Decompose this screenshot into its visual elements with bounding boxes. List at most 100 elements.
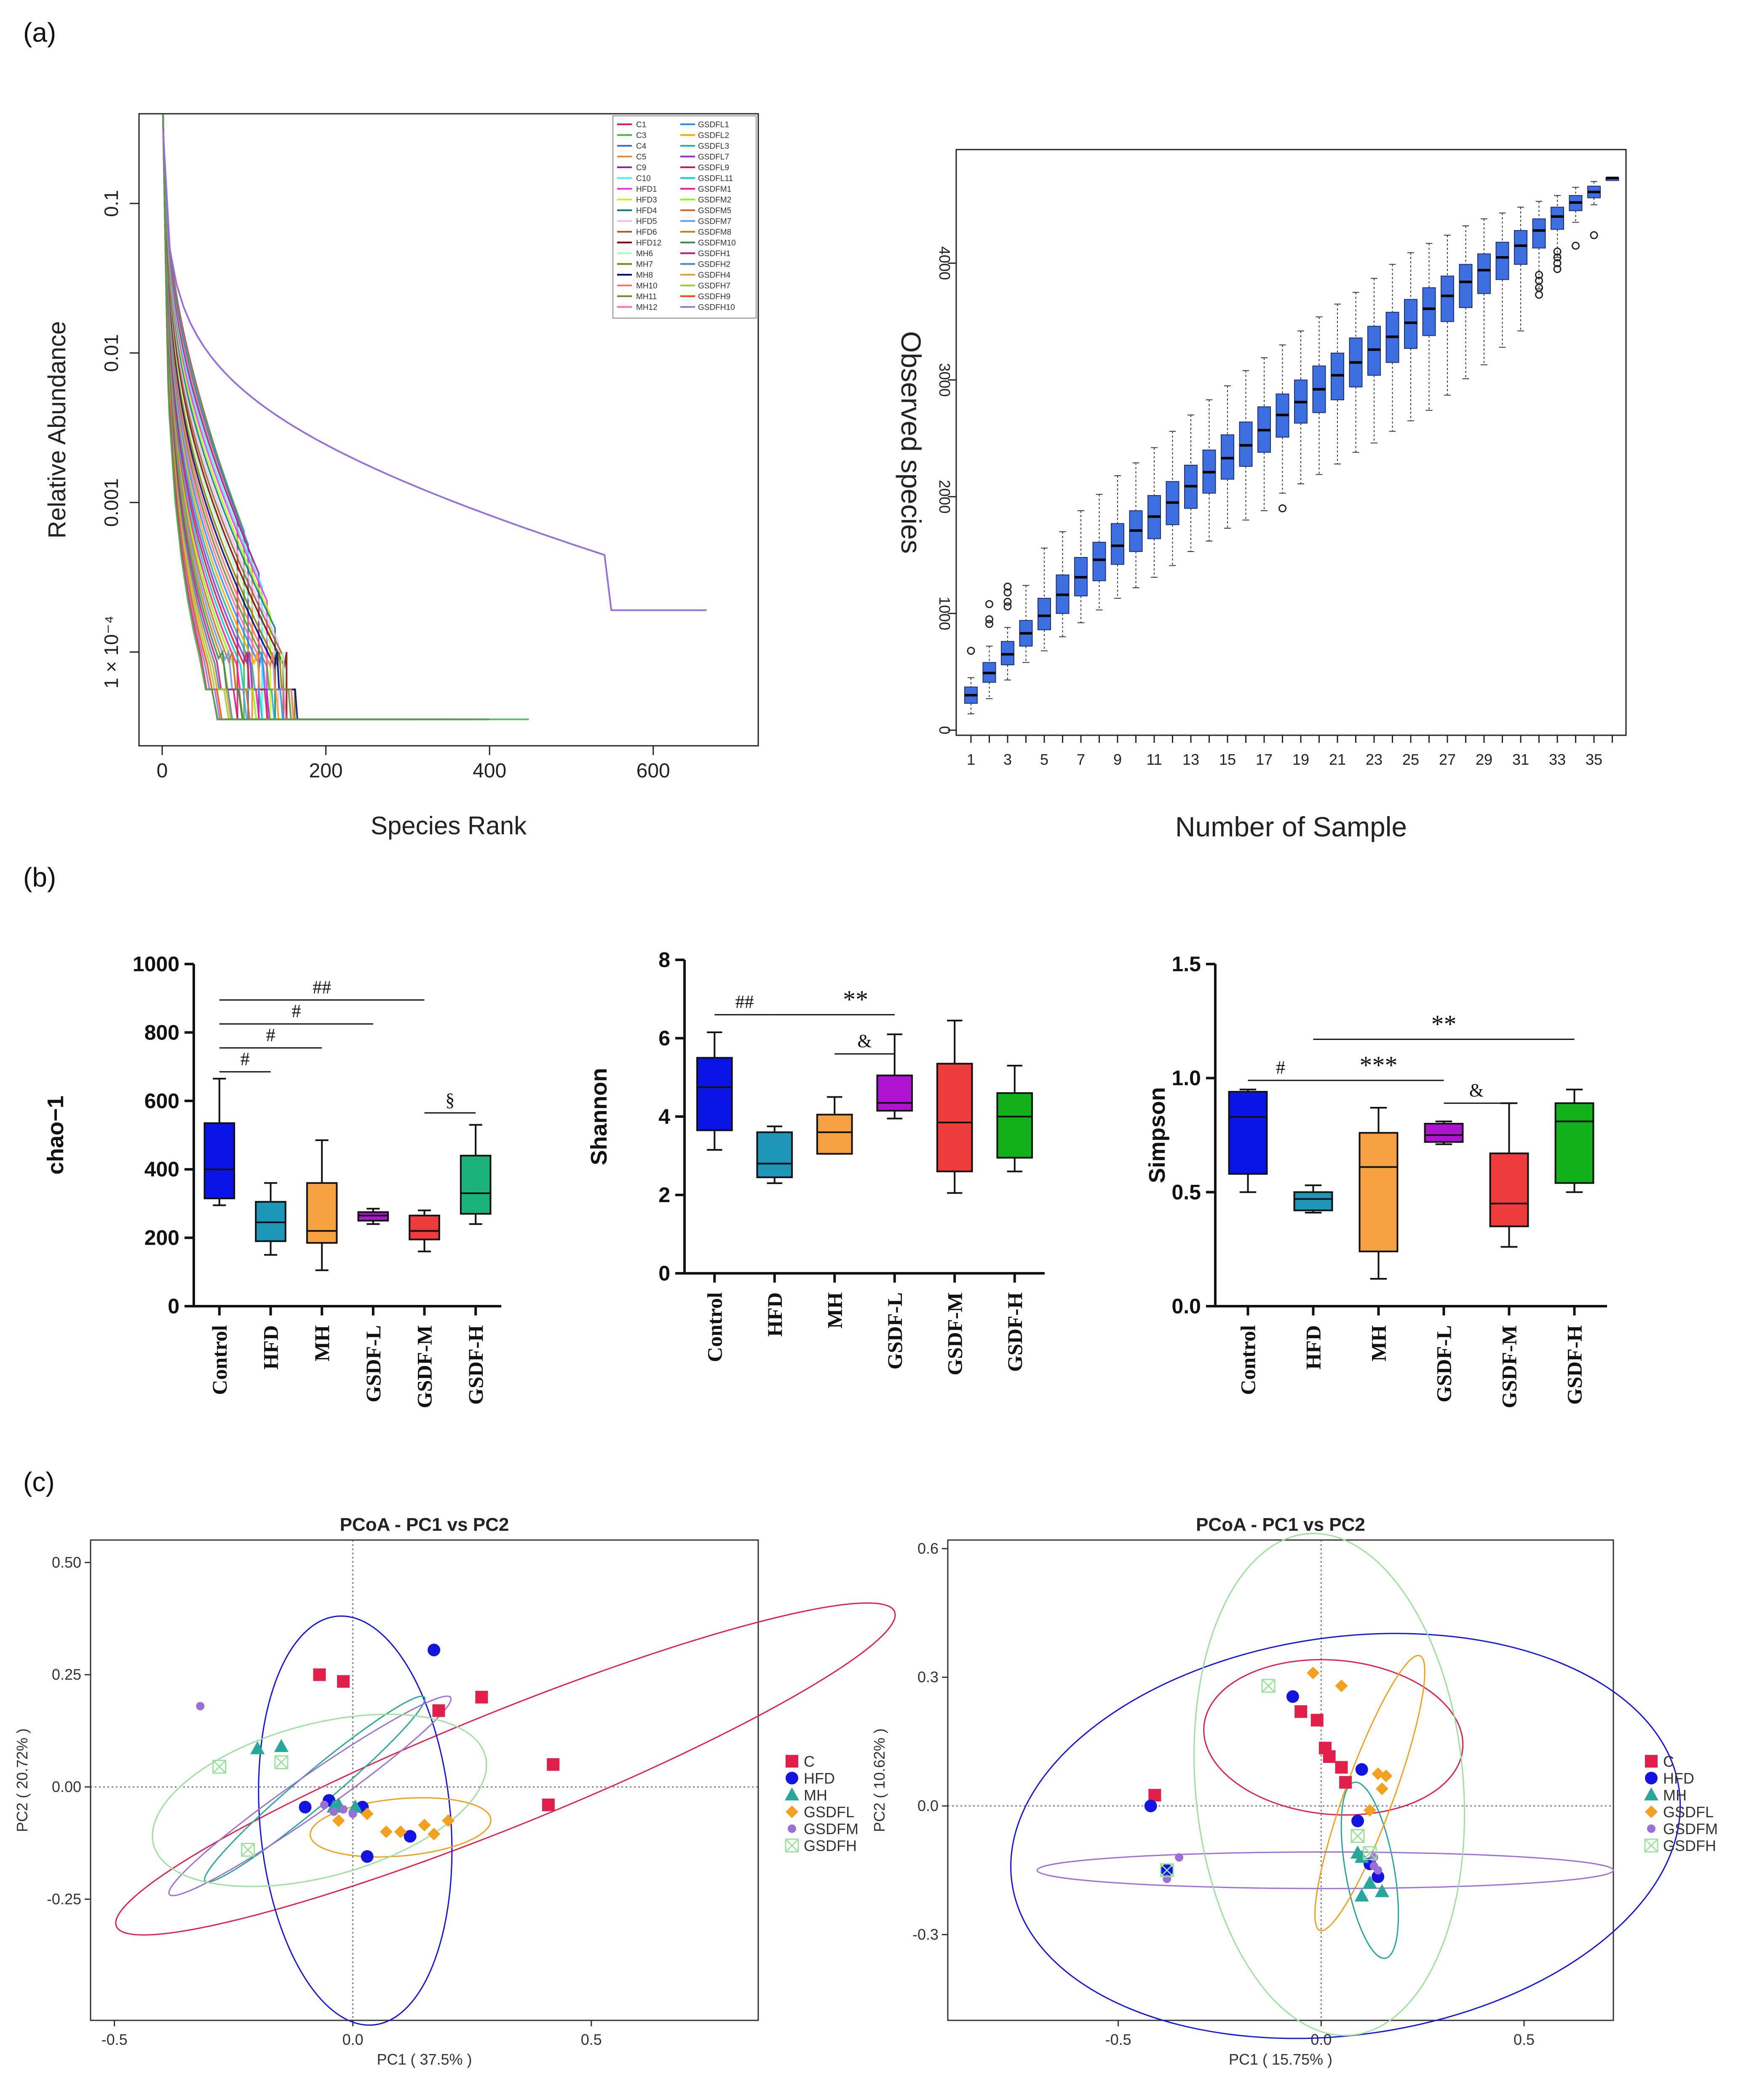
box-GSDF-L xyxy=(1424,1122,1464,1143)
observed-box-29 xyxy=(1477,253,1491,294)
y-tick-label: 1 × 10⁻⁴ xyxy=(100,616,122,688)
marker-boxx xyxy=(241,1843,255,1857)
x-tick-label: 3 xyxy=(1003,751,1012,768)
marker-square xyxy=(432,1704,445,1717)
y-axis-label: Simpson xyxy=(1145,1087,1170,1183)
x-tick-label: 19 xyxy=(1292,751,1309,768)
x-tick-label: 35 xyxy=(1586,751,1602,768)
marker-boxx-cross xyxy=(785,1838,799,1853)
legend-label: HFD12 xyxy=(636,239,661,248)
legend-label: GSDFM8 xyxy=(698,228,731,237)
ellipse-HFD xyxy=(258,1615,453,2026)
legend-label: C10 xyxy=(636,174,651,183)
legend-label: MH7 xyxy=(636,260,653,269)
box-outlier xyxy=(1535,290,1543,299)
box-GSDF-H xyxy=(996,1092,1033,1159)
ellipse-MH xyxy=(204,1696,426,1883)
significance-label: ** xyxy=(1431,1010,1457,1038)
marker-diamond xyxy=(418,1819,431,1832)
marker-boxx-frame xyxy=(1363,1846,1377,1860)
y-axis-label: chao−1 xyxy=(43,1096,68,1175)
box-outlier xyxy=(1003,582,1012,591)
marker-triangle xyxy=(1351,1846,1365,1859)
x-tick-label: 1 xyxy=(967,751,975,768)
y-tick-label: 0.6 xyxy=(917,1540,939,1557)
ellipse-C xyxy=(115,1602,896,1936)
marker-boxx xyxy=(1160,1863,1174,1878)
marker-boxx xyxy=(785,1838,799,1853)
box-GSDF-M xyxy=(409,1214,440,1240)
marker-boxx-frame xyxy=(241,1843,255,1857)
ellipse-GSDFM xyxy=(1036,1851,1614,1889)
y-tick-label: 0.5 xyxy=(1171,1180,1201,1204)
y-axis-label: Observed species xyxy=(896,331,927,554)
marker-boxx-cross xyxy=(274,1755,288,1769)
marker-diamond xyxy=(1645,1805,1658,1818)
y-tick-label: 600 xyxy=(144,1089,179,1113)
x-tick-label: 600 xyxy=(636,760,670,782)
marker-square xyxy=(1294,1705,1308,1718)
x-tick-label: 27 xyxy=(1439,751,1456,768)
marker-circle xyxy=(428,1644,441,1657)
box-HFD xyxy=(756,1131,793,1179)
marker-boxx-frame xyxy=(1351,1829,1365,1843)
x-tick-label: MH xyxy=(310,1325,334,1361)
legend-label: C5 xyxy=(636,153,646,162)
x-tick-label: 21 xyxy=(1329,751,1346,768)
significance-label: ## xyxy=(313,977,331,997)
box-outlier xyxy=(1535,276,1543,285)
x-tick-label: MH xyxy=(1367,1325,1391,1361)
marker-dot xyxy=(339,1805,348,1814)
marker-circle xyxy=(299,1800,312,1813)
marker-boxx xyxy=(1351,1829,1365,1843)
x-tick-label: GSDF-M xyxy=(943,1292,966,1375)
box-outlier xyxy=(1003,588,1012,597)
marker-boxx xyxy=(1261,1679,1276,1693)
abundance-curve-13 xyxy=(162,115,296,720)
marker-triangle xyxy=(250,1741,265,1754)
y-tick-label: 0.50 xyxy=(52,1554,81,1571)
marker-dot xyxy=(1163,1875,1171,1883)
marker-square xyxy=(1148,1789,1161,1802)
marker-circle xyxy=(1286,1690,1299,1703)
x-tick-label: 33 xyxy=(1549,751,1566,768)
box-HFD xyxy=(1293,1191,1333,1211)
marker-circle xyxy=(786,1772,798,1784)
y-tick-label: 4 xyxy=(658,1105,670,1128)
box-outlier xyxy=(985,600,993,608)
y-tick-label: 0 xyxy=(936,726,953,734)
box-outlier xyxy=(1572,241,1580,250)
legend-label: MH8 xyxy=(636,271,653,280)
plot-frame xyxy=(90,1539,759,2021)
x-tick-label: 5 xyxy=(1040,751,1048,768)
ellipse-GSDFM xyxy=(168,1696,452,1896)
box-outlier xyxy=(1553,265,1562,273)
abundance-curve-37 xyxy=(162,114,529,721)
legend-label: HFD4 xyxy=(636,206,657,215)
marker-dot xyxy=(329,1807,338,1816)
plot-frame xyxy=(138,113,759,747)
marker-circle xyxy=(1144,1800,1157,1813)
box-GSDF-L xyxy=(357,1211,389,1221)
y-axis-label: Shannon xyxy=(586,1068,612,1165)
legend-label: GSDFH4 xyxy=(698,271,731,280)
abundance-curve-5 xyxy=(162,115,263,720)
marker-boxx-frame xyxy=(274,1755,289,1769)
legend-label: HFD xyxy=(1663,1770,1694,1787)
marker-square xyxy=(475,1690,488,1704)
abundance-curve-4 xyxy=(162,115,260,720)
plot-frame xyxy=(955,149,1627,736)
marker-boxx-cross xyxy=(1644,1838,1658,1853)
legend-label: GSDFL2 xyxy=(698,131,729,140)
y-tick-label: 0.0 xyxy=(1171,1294,1201,1318)
ellipse-HFD xyxy=(1010,1633,1681,2039)
abundance-curve-long-tail xyxy=(162,129,706,611)
plot-frame xyxy=(947,1539,1614,2021)
x-tick-label: 29 xyxy=(1476,751,1492,768)
legend-label: MH6 xyxy=(636,249,653,258)
marker-dot xyxy=(1374,1866,1383,1875)
marker-boxx-cross xyxy=(1363,1846,1377,1860)
x-tick-label: HFD xyxy=(763,1292,786,1337)
legend-label: GSDFL1 xyxy=(698,121,729,129)
